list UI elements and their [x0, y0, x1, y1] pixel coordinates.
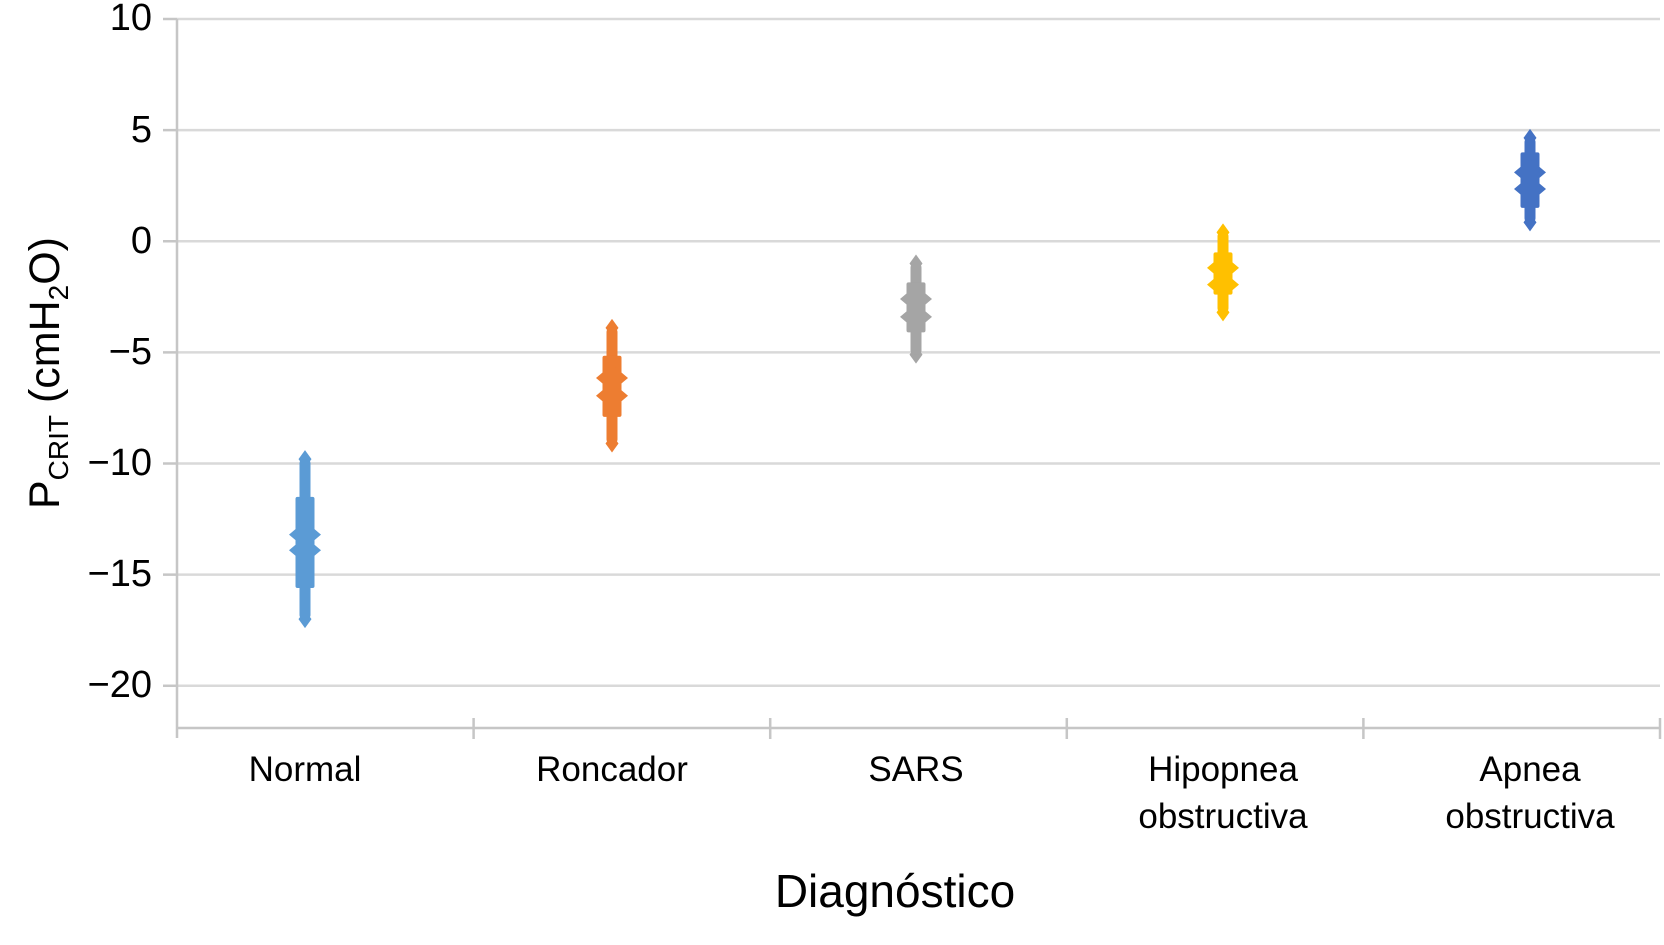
x-category-line: Normal — [248, 750, 362, 789]
y-tick-label: −20 — [87, 664, 152, 706]
y-axis-title-symbol: P — [21, 480, 69, 510]
y-tick-label: 10 — [109, 0, 152, 39]
x-category-label-apnea: Apnea obstructiva — [1380, 746, 1664, 840]
x-category-line: obstructiva — [1138, 797, 1308, 836]
y-axis-title-subscript: CRIT — [43, 415, 74, 481]
y-axis-title-unit: (cmH — [21, 300, 69, 415]
x-category-label-hipopnea: Hipopnea obstructiva — [1073, 746, 1373, 840]
x-category-label-normal: Normal — [155, 746, 455, 793]
y-axis-title: PCRIT (cmH2O) — [10, 123, 80, 623]
x-category-line: obstructiva — [1445, 797, 1615, 836]
y-tick-label: −5 — [108, 331, 152, 373]
x-axis-title: Diagnóstico — [774, 865, 1016, 917]
x-category-line: SARS — [868, 750, 964, 789]
y-axis-title-unit-subscript: 2 — [43, 284, 74, 301]
x-category-label-roncador: Roncador — [462, 746, 762, 793]
y-tick-label: 0 — [130, 220, 152, 262]
x-category-line: Roncador — [536, 750, 688, 789]
x-category-line: Apnea — [1479, 750, 1581, 789]
x-category-line: Hipopnea — [1148, 750, 1298, 789]
y-tick-label: 5 — [130, 109, 152, 151]
y-tick-label: −15 — [87, 553, 152, 595]
y-tick-label: −10 — [87, 442, 152, 484]
y-axis-title-unit: O) — [21, 237, 69, 285]
x-category-label-sars: SARS — [766, 746, 1066, 793]
